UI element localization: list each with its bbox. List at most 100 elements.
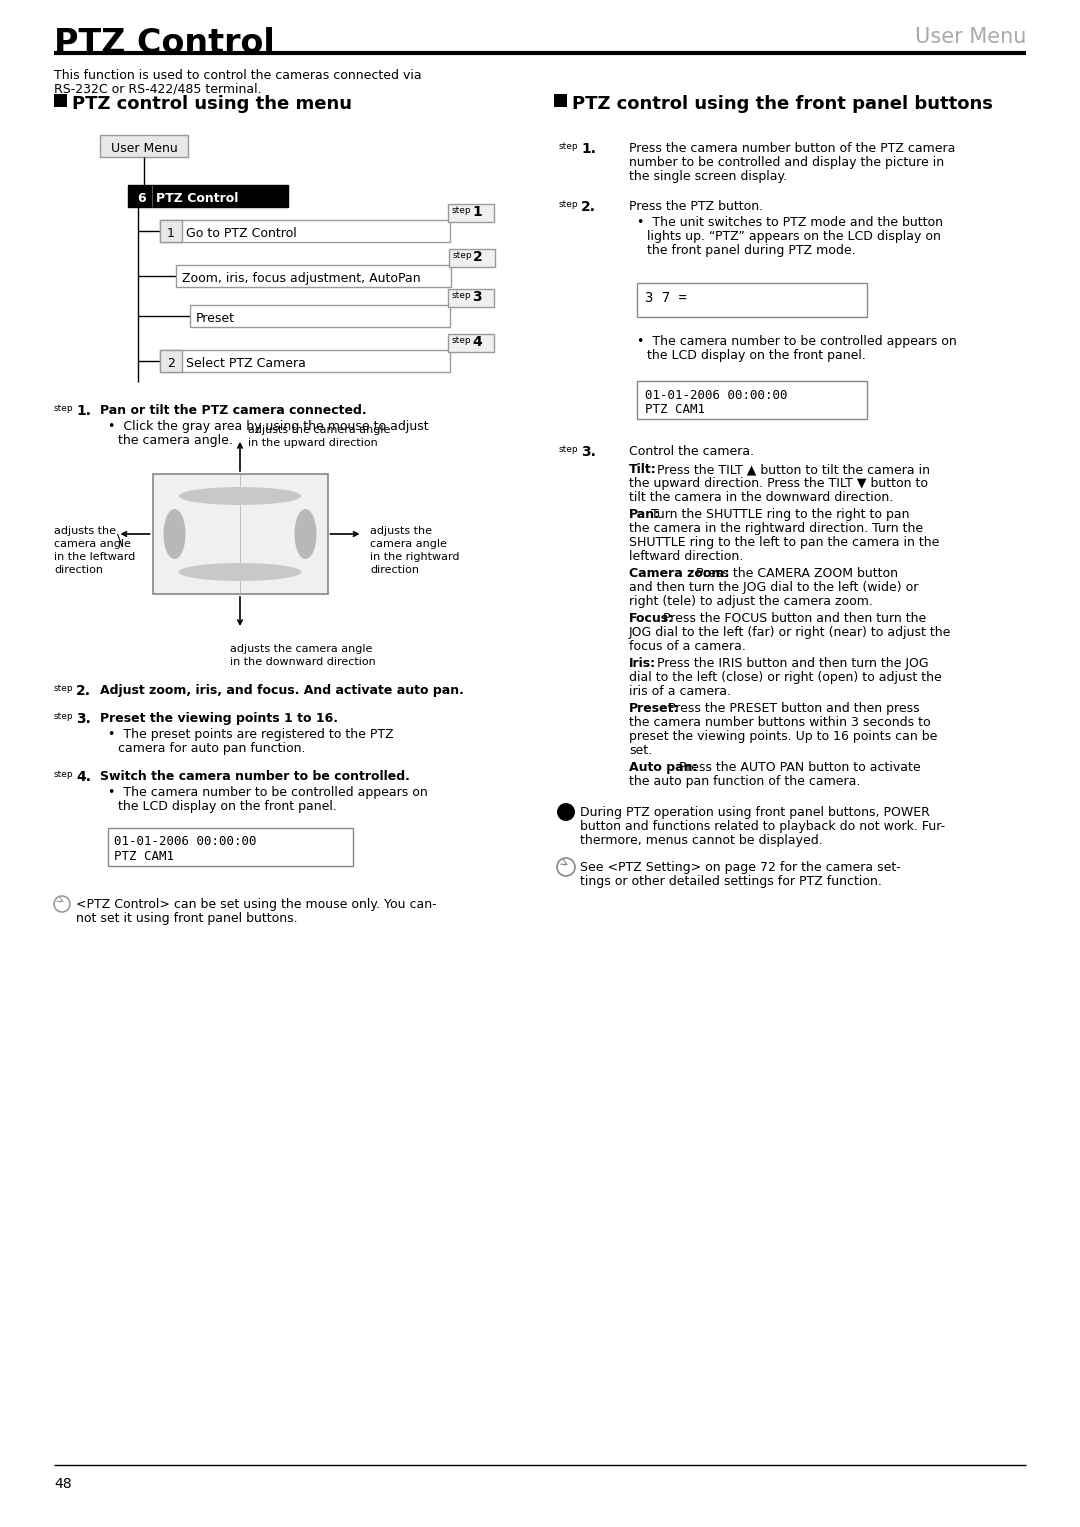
FancyBboxPatch shape — [160, 350, 450, 373]
Text: in the rightward: in the rightward — [370, 551, 460, 562]
FancyBboxPatch shape — [637, 282, 867, 318]
Text: leftward direction.: leftward direction. — [629, 550, 743, 563]
Text: step: step — [54, 684, 73, 693]
Text: Preset: Preset — [195, 312, 235, 325]
FancyBboxPatch shape — [448, 205, 494, 221]
Text: iris of a camera.: iris of a camera. — [629, 686, 731, 698]
Text: Pan or tilt the PTZ camera connected.: Pan or tilt the PTZ camera connected. — [100, 405, 366, 417]
Text: the front panel during PTZ mode.: the front panel during PTZ mode. — [647, 244, 855, 257]
Text: adjusts the camera angle: adjusts the camera angle — [230, 644, 373, 654]
Text: PTZ control using the menu: PTZ control using the menu — [72, 95, 352, 113]
Text: RS-232C or RS-422/485 terminal.: RS-232C or RS-422/485 terminal. — [54, 82, 261, 96]
Text: dial to the left (close) or right (open) to adjust the: dial to the left (close) or right (open)… — [629, 670, 942, 684]
Text: Press the PRESET button and then press: Press the PRESET button and then press — [669, 702, 920, 715]
FancyBboxPatch shape — [152, 473, 327, 594]
Text: Go to PTZ Control: Go to PTZ Control — [186, 228, 297, 240]
Text: focus of a camera.: focus of a camera. — [629, 640, 746, 654]
Text: 01-01-2006 00:00:00: 01-01-2006 00:00:00 — [645, 389, 787, 402]
Text: step: step — [559, 200, 579, 209]
Text: •  The camera number to be controlled appears on: • The camera number to be controlled app… — [108, 786, 428, 799]
Text: This function is used to control the cameras connected via: This function is used to control the cam… — [54, 69, 421, 82]
Text: step: step — [54, 712, 73, 721]
Text: button and functions related to playback do not work. Fur-: button and functions related to playback… — [580, 820, 945, 834]
Text: adjusts the camera angle: adjusts the camera angle — [248, 425, 390, 435]
FancyBboxPatch shape — [176, 266, 451, 287]
FancyBboxPatch shape — [449, 249, 495, 267]
Ellipse shape — [163, 508, 186, 559]
FancyBboxPatch shape — [108, 828, 353, 866]
FancyBboxPatch shape — [160, 220, 183, 241]
Polygon shape — [453, 337, 460, 353]
Text: 2.: 2. — [76, 684, 91, 698]
Text: preset the viewing points. Up to 16 points can be: preset the viewing points. Up to 16 poin… — [629, 730, 937, 744]
Text: tings or other detailed settings for PTZ function.: tings or other detailed settings for PTZ… — [580, 875, 882, 889]
Text: the LCD display on the front panel.: the LCD display on the front panel. — [647, 350, 866, 362]
Polygon shape — [453, 293, 460, 307]
Text: 1: 1 — [167, 228, 175, 240]
Text: 3.: 3. — [76, 712, 91, 725]
Text: Press the TILT ▲ button to tilt the camera in: Press the TILT ▲ button to tilt the came… — [657, 463, 930, 476]
Text: SHUTTLE ring to the left to pan the camera in the: SHUTTLE ring to the left to pan the came… — [629, 536, 940, 550]
Text: Press the AUTO PAN button to activate: Press the AUTO PAN button to activate — [679, 760, 921, 774]
FancyBboxPatch shape — [190, 305, 450, 327]
Text: JOG dial to the left (far) or right (near) to adjust the: JOG dial to the left (far) or right (nea… — [629, 626, 951, 638]
FancyBboxPatch shape — [160, 220, 450, 241]
Text: adjusts the: adjusts the — [370, 525, 432, 536]
Text: the LCD display on the front panel.: the LCD display on the front panel. — [118, 800, 337, 812]
Text: adjusts the: adjusts the — [54, 525, 116, 536]
Ellipse shape — [179, 563, 301, 580]
FancyBboxPatch shape — [100, 134, 188, 157]
Text: Preset:: Preset: — [629, 702, 679, 715]
Text: Press the camera number button of the PTZ camera: Press the camera number button of the PT… — [629, 142, 956, 156]
Text: Press the PTZ button.: Press the PTZ button. — [629, 200, 764, 212]
Text: Press the IRIS button and then turn the JOG: Press the IRIS button and then turn the … — [657, 657, 929, 670]
Text: Control the camera.: Control the camera. — [629, 444, 754, 458]
Ellipse shape — [179, 487, 301, 505]
Text: in the leftward: in the leftward — [54, 551, 135, 562]
Text: !: ! — [563, 808, 569, 822]
Text: the upward direction. Press the TILT ▼ button to: the upward direction. Press the TILT ▼ b… — [629, 476, 928, 490]
Text: not set it using front panel buttons.: not set it using front panel buttons. — [76, 912, 298, 925]
Text: camera for auto pan function.: camera for auto pan function. — [118, 742, 306, 754]
Text: •  The preset points are registered to the PTZ: • The preset points are registered to th… — [108, 728, 393, 741]
Text: •  Click the gray area by using the mouse to adjust: • Click the gray area by using the mouse… — [108, 420, 429, 434]
Text: 2.: 2. — [581, 200, 596, 214]
Ellipse shape — [295, 508, 316, 559]
Text: Zoom, iris, focus adjustment, AutoPan: Zoom, iris, focus adjustment, AutoPan — [183, 272, 420, 286]
FancyBboxPatch shape — [129, 185, 288, 208]
Text: PTZ Control: PTZ Control — [156, 192, 239, 205]
Text: direction: direction — [54, 565, 103, 576]
FancyBboxPatch shape — [448, 289, 494, 307]
Text: Auto pan:: Auto pan: — [629, 760, 698, 774]
Text: 2: 2 — [473, 250, 483, 264]
Text: set.: set. — [629, 744, 652, 757]
Text: 1: 1 — [472, 205, 482, 218]
Text: Preset the viewing points 1 to 16.: Preset the viewing points 1 to 16. — [100, 712, 338, 725]
Text: step: step — [453, 292, 472, 299]
Text: Turn the SHUTTLE ring to the right to pan: Turn the SHUTTLE ring to the right to pa… — [651, 508, 909, 521]
FancyBboxPatch shape — [554, 95, 567, 107]
Text: direction: direction — [370, 565, 419, 576]
Text: 6: 6 — [137, 192, 146, 205]
Text: the camera angle.: the camera angle. — [118, 434, 233, 447]
Text: the camera in the rightward direction. Turn the: the camera in the rightward direction. T… — [629, 522, 923, 534]
Text: See <PTZ Setting> on page 72 for the camera set-: See <PTZ Setting> on page 72 for the cam… — [580, 861, 901, 873]
FancyBboxPatch shape — [637, 382, 867, 418]
Text: Pan:: Pan: — [629, 508, 660, 521]
Text: in the downward direction: in the downward direction — [230, 657, 376, 667]
Text: 3 7 =: 3 7 = — [645, 292, 687, 305]
Text: 01-01-2006 00:00:00: 01-01-2006 00:00:00 — [114, 835, 257, 847]
Text: Press the CAMERA ZOOM button: Press the CAMERA ZOOM button — [697, 567, 899, 580]
Text: 4: 4 — [472, 334, 482, 350]
Text: 3.: 3. — [581, 444, 596, 460]
Text: Iris:: Iris: — [629, 657, 657, 670]
Text: Adjust zoom, iris, and focus. And activate auto pan.: Adjust zoom, iris, and focus. And activa… — [100, 684, 464, 696]
Text: number to be controlled and display the picture in: number to be controlled and display the … — [629, 156, 944, 169]
Text: 1.: 1. — [76, 405, 91, 418]
Text: camera angle: camera angle — [54, 539, 131, 550]
Text: lights up. “PTZ” appears on the LCD display on: lights up. “PTZ” appears on the LCD disp… — [647, 231, 941, 243]
Text: <PTZ Control> can be set using the mouse only. You can-: <PTZ Control> can be set using the mouse… — [76, 898, 436, 912]
Text: thermore, menus cannot be displayed.: thermore, menus cannot be displayed. — [580, 834, 823, 847]
Text: camera angle: camera angle — [370, 539, 447, 550]
Text: the auto pan function of the camera.: the auto pan function of the camera. — [629, 776, 861, 788]
